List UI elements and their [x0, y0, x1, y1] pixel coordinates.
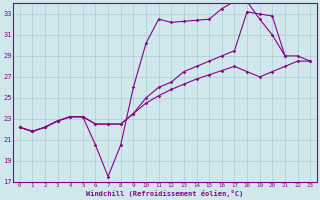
X-axis label: Windchill (Refroidissement éolien,°C): Windchill (Refroidissement éolien,°C) — [86, 190, 244, 197]
